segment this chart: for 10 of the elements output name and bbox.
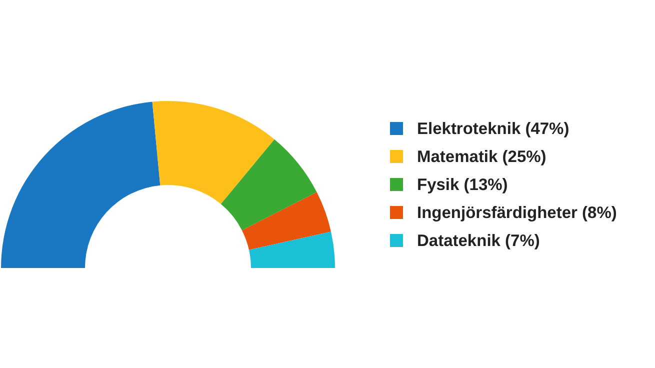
legend-label: Elektroteknik xyxy=(417,120,521,138)
legend-label: Datateknik xyxy=(417,232,500,250)
data-label: (13%) xyxy=(464,176,508,194)
data-label: (25%) xyxy=(502,148,546,166)
legend-label: Fysik xyxy=(417,176,460,194)
data-label: (47%) xyxy=(525,120,570,138)
legend-label: Ingenjörsfärdigheter xyxy=(417,204,578,222)
data-label: (8%) xyxy=(582,204,617,222)
legend-label: Matematik xyxy=(417,148,498,166)
data-label: (7%) xyxy=(505,232,540,250)
